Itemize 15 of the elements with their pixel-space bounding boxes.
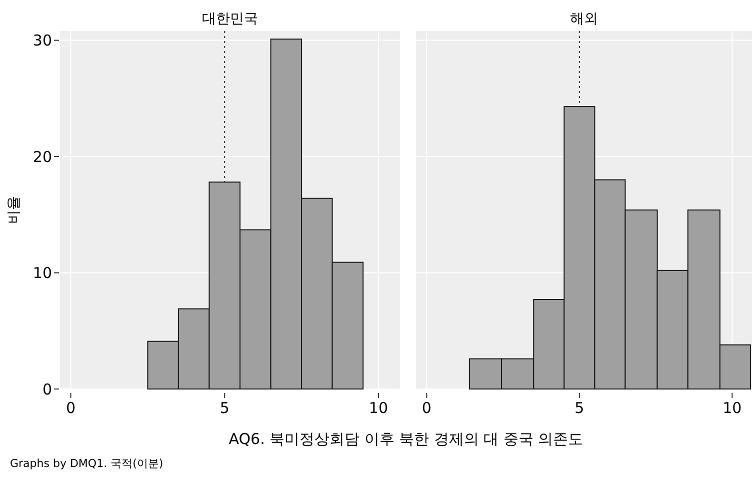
x-tick-label: 10 xyxy=(722,399,742,417)
x-tick-label: 0 xyxy=(66,399,76,417)
y-tick-label: 0 xyxy=(42,380,52,398)
y-tick-label: 30 xyxy=(32,32,52,50)
chart-title: 대한민국 xyxy=(202,11,258,27)
x-tick-label: 5 xyxy=(220,399,230,417)
y-axis-title: 비율 xyxy=(6,196,22,224)
text: Graphs by DMQ1. 국적(이분) xyxy=(10,457,164,470)
x-tick-label: 10 xyxy=(368,399,388,417)
x-tick-label: 0 xyxy=(422,399,432,417)
x-tick-label: 5 xyxy=(574,399,584,417)
x-axis-title: AQ6. 북미정상회담 이후 북한 경제의 대 중국 의존도 xyxy=(228,430,584,448)
y-tick-label: 20 xyxy=(32,148,52,166)
y-tick-label: 10 xyxy=(32,264,52,282)
chart-title: 해외 xyxy=(570,11,598,27)
